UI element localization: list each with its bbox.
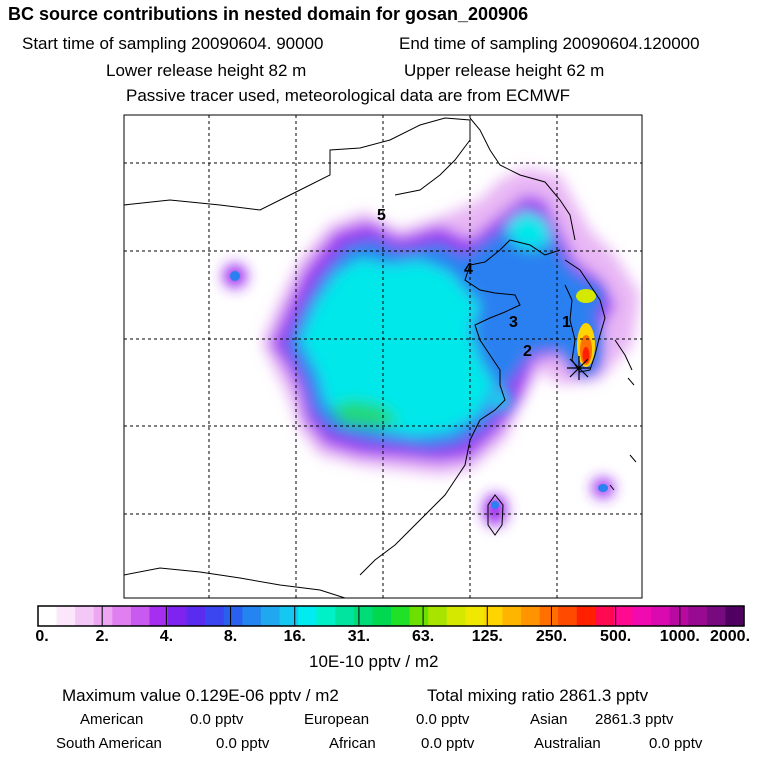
plume-field: [223, 168, 640, 526]
colorbar-tick-label: 2.: [95, 628, 109, 645]
spot-shanghai: [490, 390, 510, 410]
colorbar-swatch: [149, 606, 169, 626]
total-mixing-text: Total mixing ratio 2861.3 pptv: [427, 686, 649, 705]
colorbar-swatch: [316, 606, 336, 626]
colorbar-swatch: [539, 606, 559, 626]
region-label-2: 2: [523, 343, 532, 360]
colorbar-swatch: [521, 606, 541, 626]
receptor-star-icon: [567, 356, 591, 380]
coast-bohai: [359, 239, 561, 576]
colorbar-swatch: [223, 606, 243, 626]
colorbar-swatch: [75, 606, 95, 626]
colorbar-tick-label: 4.: [159, 628, 174, 645]
colorbar-tick-label: 2000.: [709, 628, 751, 645]
colorbar-swatch: [651, 606, 671, 626]
colorbar: [37, 605, 745, 627]
coastlines: [124, 117, 637, 598]
colorbar-swatch: [279, 606, 299, 626]
colorbar-tick-label: 500.: [600, 628, 632, 645]
colorbar-swatch: [595, 606, 615, 626]
colorbar-swatch: [446, 606, 466, 626]
asian-label: Asian: [530, 711, 568, 728]
spot-taiwan-core: [491, 501, 499, 509]
region-label-3: 3: [509, 314, 518, 331]
colorbar-tick-label: 16.: [283, 628, 306, 645]
colorbar-swatch: [391, 606, 411, 626]
colorbar-swatch: [186, 606, 206, 626]
plume-cyan: [300, 258, 495, 436]
australian-value: 0.0 pptv: [649, 735, 703, 752]
colorbar-tick-label: 125.: [471, 628, 503, 645]
upper-release-text: Upper release height 62 m: [404, 61, 605, 80]
gridlines: [124, 115, 642, 598]
european-value: 0.0 pptv: [416, 711, 470, 728]
end-sampling-text: End time of sampling 20090604.120000: [399, 34, 700, 53]
european-label: European: [304, 711, 370, 728]
colorbar-tick-label: 250.: [535, 628, 568, 645]
colorbar-swatch: [335, 606, 355, 626]
colorbar-swatch: [260, 606, 281, 626]
colorbar-tick-label: 8.: [223, 628, 238, 645]
colorbar-swatch: [56, 606, 76, 626]
south-american-value: 0.0 pptv: [216, 735, 270, 752]
lower-release-text: Lower release height 82 m: [106, 61, 307, 80]
colorbar-swatch: [688, 606, 708, 626]
colorbar-swatch: [205, 606, 225, 626]
american-label: American: [80, 711, 144, 728]
australian-label: Australian: [534, 735, 601, 752]
border-east: [469, 117, 576, 241]
colorbar-tick-label: 63.: [411, 628, 435, 645]
colorbar-tick-label: 31.: [347, 628, 371, 645]
coast-south: [124, 567, 346, 598]
american-value: 0.0 pptv: [190, 711, 244, 728]
colorbar-swatch: [130, 606, 151, 626]
spot-west-core: [230, 271, 240, 281]
colorbar-swatch: [558, 606, 578, 626]
coast-korea: [564, 259, 606, 373]
coast-japan: [609, 339, 637, 491]
colorbar-unit-label: 10E-10 pptv / m2: [309, 652, 439, 671]
south-american-label: South American: [56, 735, 162, 752]
colorbar-swatch: [298, 606, 318, 626]
tracer-note-text: Passive tracer used, meteorological data…: [126, 86, 571, 105]
colorbar-swatch: [372, 606, 392, 626]
plume-cyan-ne: [505, 210, 552, 250]
border-mongolia: [124, 117, 471, 211]
african-label: African: [329, 735, 376, 752]
colorbar-swatch: [465, 606, 485, 626]
start-sampling-text: Start time of sampling 20090604. 90000: [22, 34, 324, 53]
coast-taiwan: [487, 494, 504, 536]
colorbar-tick-label: 0.: [35, 628, 49, 645]
colorbar-swatch: [353, 606, 374, 626]
colorbar-swatch: [706, 606, 727, 626]
chart-title: BC source contributions in nested domain…: [8, 4, 529, 24]
colorbar-swatch: [38, 606, 58, 626]
colorbar-swatch: [632, 606, 652, 626]
region-label-5: 5: [377, 207, 386, 224]
colorbar-tick-label: 1000.: [659, 628, 700, 645]
colorbar-swatch: [409, 606, 429, 626]
colorbar-swatch: [725, 606, 745, 626]
colorbar-swatch: [428, 606, 448, 626]
colorbar-swatch: [502, 606, 522, 626]
max-value-text: Maximum value 0.129E-06 pptv / m2: [62, 686, 339, 705]
colorbar-swatch: [483, 606, 504, 626]
spot-okinawa-core: [598, 484, 608, 492]
region-label-1: 1: [562, 314, 571, 331]
colorbar-swatch: [112, 606, 132, 626]
colorbar-swatch: [242, 606, 262, 626]
african-value: 0.0 pptv: [421, 735, 475, 752]
spot-taiwan: [483, 494, 507, 526]
map-frame: [123, 114, 643, 599]
colorbar-swatch: [576, 606, 596, 626]
colorbar-swatch: [93, 606, 113, 626]
colorbar-swatch: [168, 606, 188, 626]
asian-value: 2861.3 pptv: [595, 711, 674, 728]
hotspot-north-yellow: [576, 289, 596, 303]
region-label-4: 4: [464, 261, 473, 278]
colorbar-swatch: [613, 606, 634, 626]
colorbar-frame: [37, 605, 745, 627]
colorbar-swatch: [669, 606, 689, 626]
